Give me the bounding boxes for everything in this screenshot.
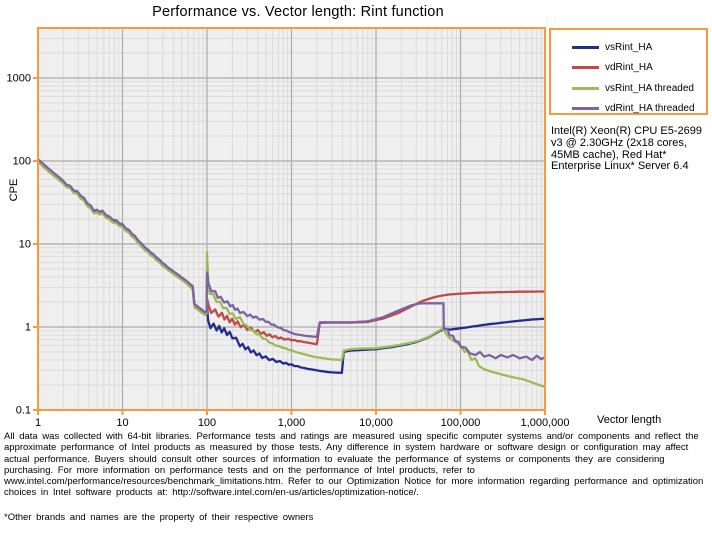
legend-swatch bbox=[572, 86, 599, 90]
legend-item-vsRint_HA-threaded: vsRint_HA threaded bbox=[551, 78, 706, 99]
legend-label: vdRint_HA bbox=[605, 62, 653, 74]
legend: vsRint_HA vdRint_HA vsRint_HA threaded vdRi… bbox=[549, 28, 708, 115]
series-line-vsRint_HA-threaded bbox=[36, 160, 547, 389]
y-tick-label: 100 bbox=[13, 155, 31, 167]
y-axis-title: CPE bbox=[8, 178, 20, 202]
x-tick-label: 10 bbox=[116, 417, 128, 429]
y-tick-label: 1 bbox=[25, 321, 31, 333]
legend-item-vsRint_HA: vsRint_HA bbox=[551, 37, 706, 58]
x-tick-label: 1 bbox=[35, 417, 41, 429]
system-info-note: Intel(R) Xeon(R) CPU E5-2699 v3 @ 2.30GH… bbox=[551, 125, 703, 173]
legend-label: vdRint_HA threaded bbox=[605, 103, 695, 115]
legend-label: vsRint_HA threaded bbox=[605, 82, 694, 94]
legend-swatch bbox=[572, 45, 599, 49]
x-tick-label: 100 bbox=[198, 417, 216, 429]
y-tick-label: 1000 bbox=[7, 72, 31, 84]
y-tick-label: 0.1 bbox=[16, 405, 31, 417]
legend-item-vdRint_HA: vdRint_HA bbox=[551, 58, 706, 79]
plot-area: 1 10 100 1,000 10,000 100,000 1,000,0001000100… bbox=[7, 27, 570, 429]
y-tick-label: 10 bbox=[19, 238, 31, 250]
footer-disclaimer: All data was collected with 64-bit libra… bbox=[4, 431, 704, 499]
x-tick-label: 1,000,000 bbox=[521, 417, 570, 429]
x-tick-label: 10,000 bbox=[359, 417, 393, 429]
x-axis-title: Vector length bbox=[597, 414, 662, 426]
x-tick-label: 100,000 bbox=[441, 417, 481, 429]
x-tick-label: 1,000 bbox=[278, 417, 306, 429]
legend-swatch bbox=[572, 66, 599, 70]
legend-swatch bbox=[572, 107, 599, 111]
chart-title: Performance vs. Vector length: Rint func… bbox=[152, 4, 444, 20]
footer-trademark: *Other brands and names are the property… bbox=[4, 512, 314, 523]
series-line-vdRint_HA-threaded bbox=[36, 158, 547, 362]
legend-item-vdRint_HA-threaded: vdRint_HA threaded bbox=[551, 99, 706, 120]
legend-label: vsRint_HA bbox=[605, 41, 653, 53]
